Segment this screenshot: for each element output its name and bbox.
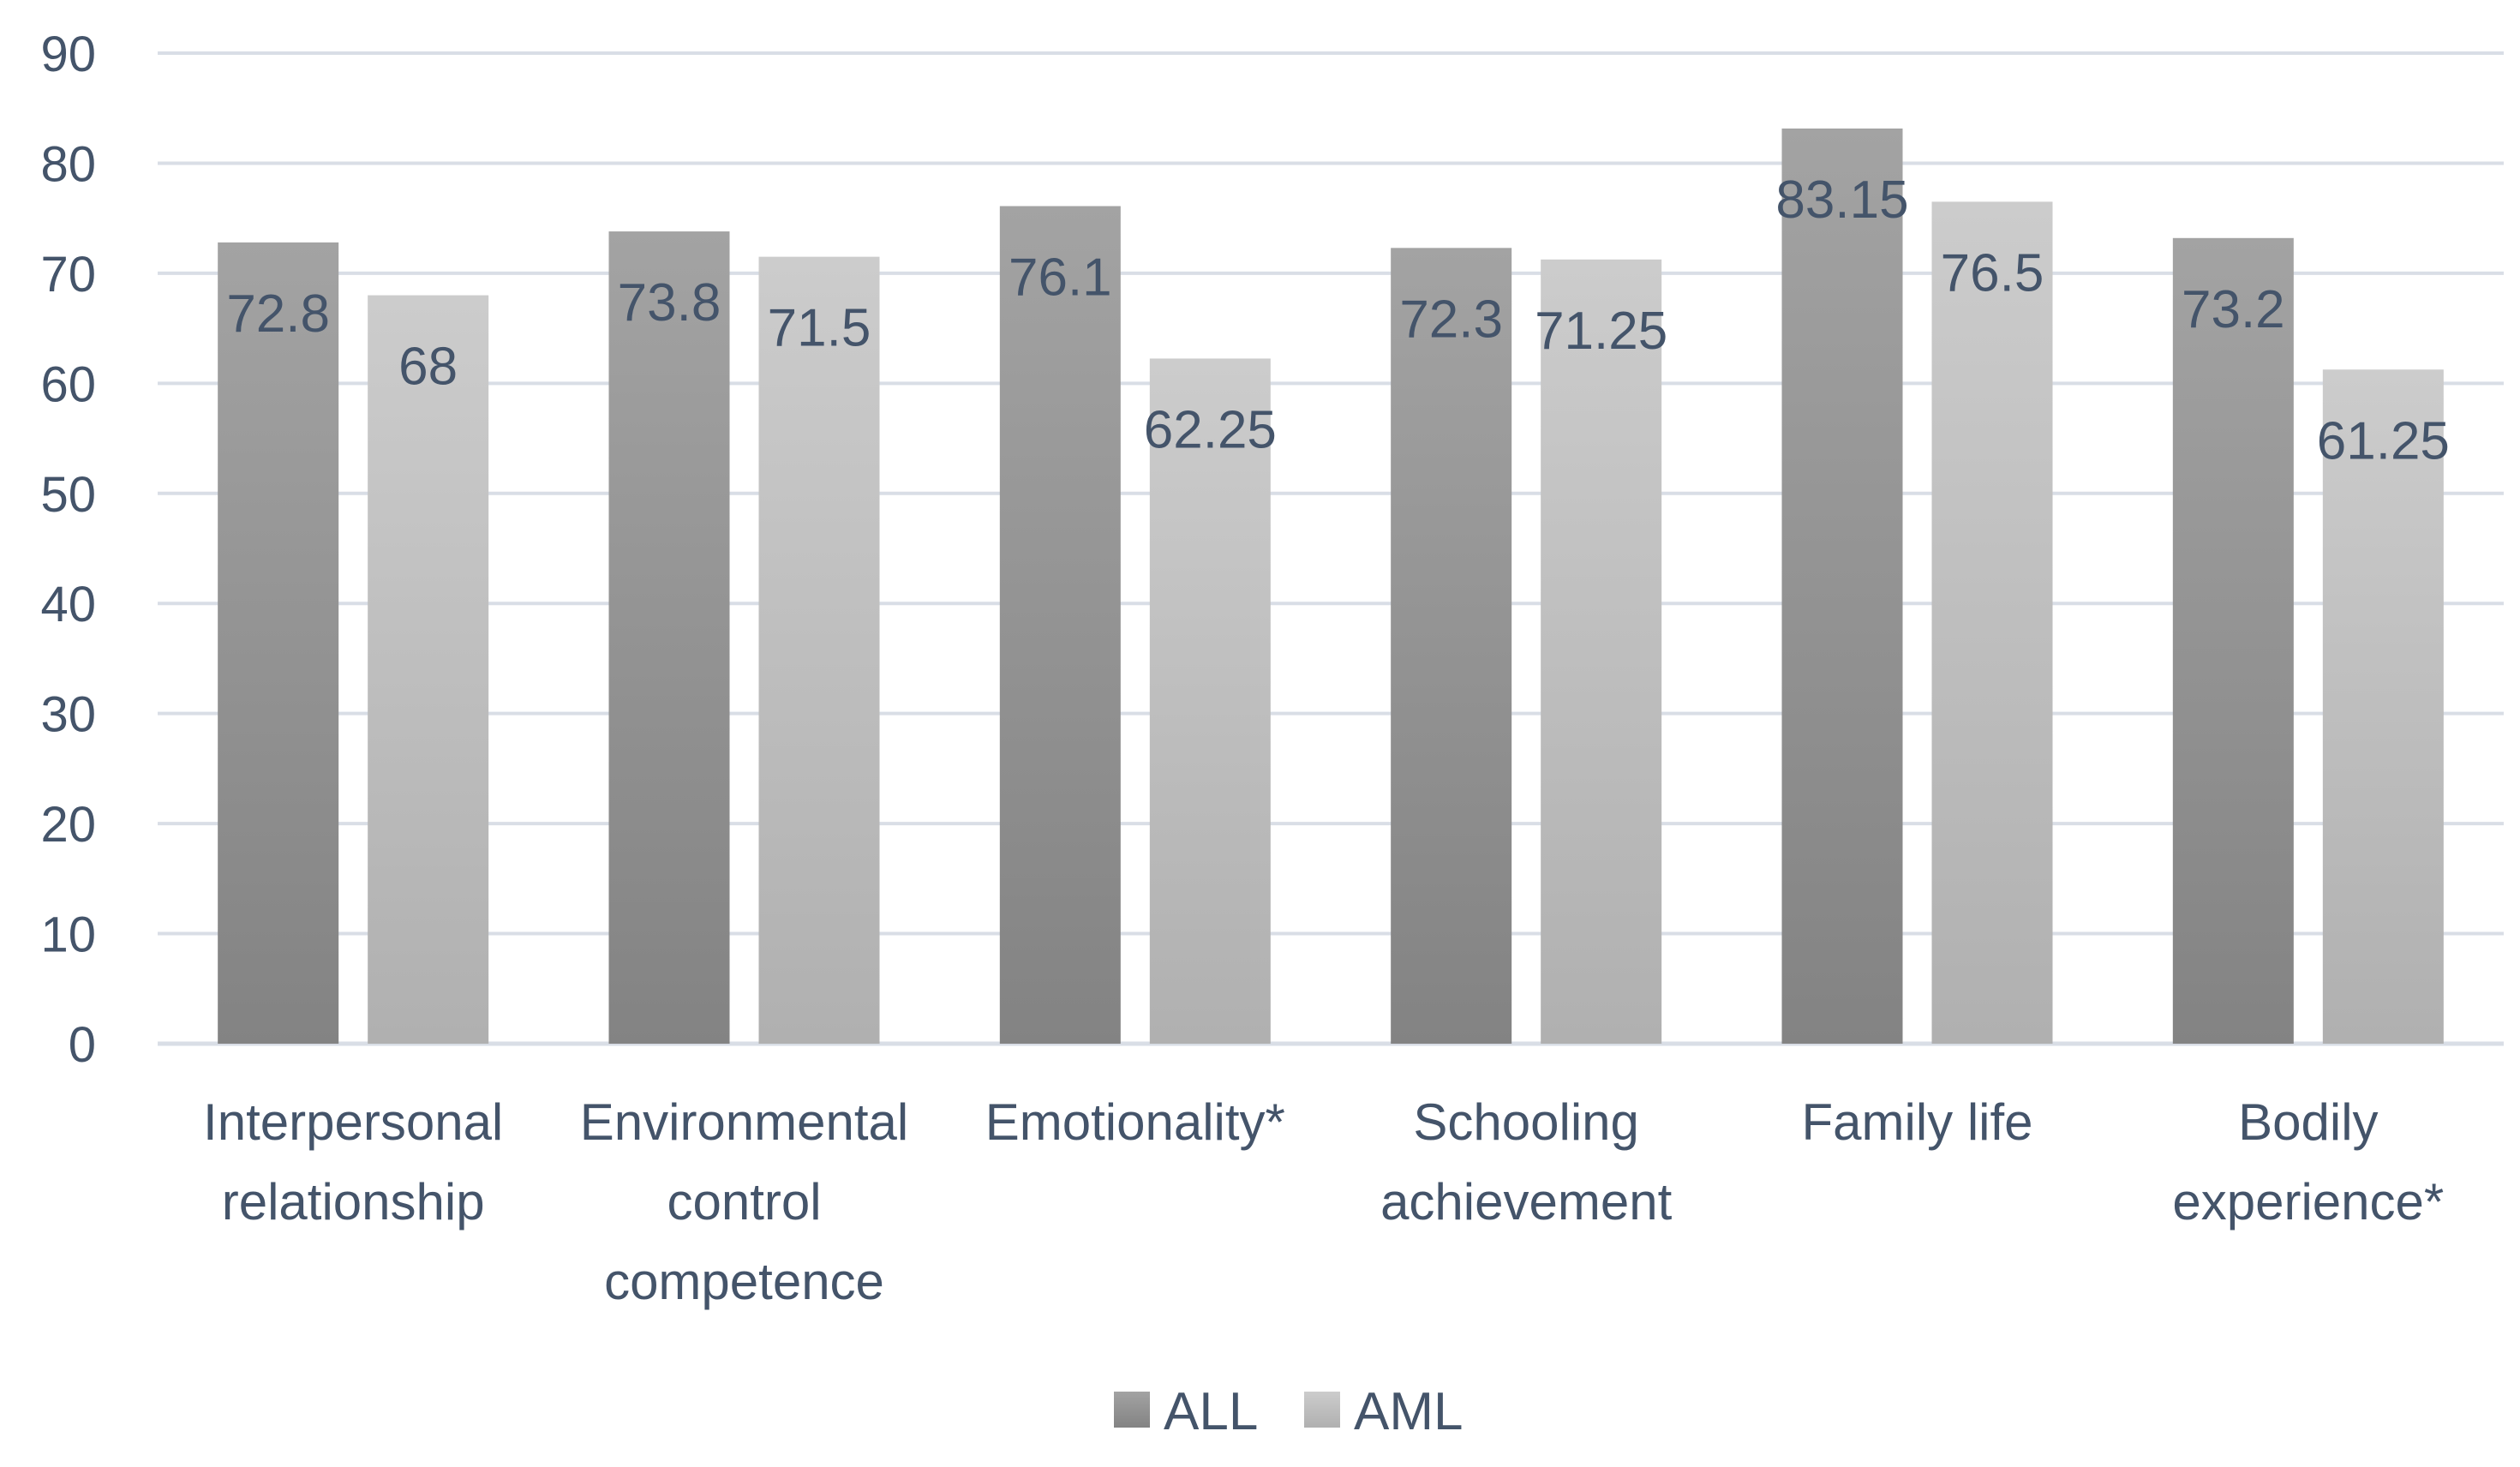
y-tick-label-60: 60 — [40, 356, 96, 412]
x-category-label-1: Environmental control competence — [580, 1093, 909, 1310]
y-tick-label-80: 80 — [40, 136, 96, 192]
gridlines — [158, 51, 2504, 1046]
legend-label-all: ALL — [1164, 1382, 1258, 1441]
data-label-aml-0: 68 — [398, 338, 458, 397]
x-category-label-4: Family life — [1801, 1093, 2032, 1151]
data-label-all-2: 76.1 — [1009, 248, 1112, 308]
data-label-aml-2: 62.25 — [1144, 400, 1277, 459]
y-tick-label-90: 90 — [40, 27, 96, 82]
data-labels: 72.8 68 73.8 71.5 76.1 62.25 72.3 71.25 83.15 76.… — [226, 171, 2450, 470]
bar-aml-4 — [1931, 201, 2053, 1044]
y-axis-ticks: 0 10 20 30 40 50 60 70 80 90 — [40, 27, 96, 1073]
bar-all-0 — [218, 242, 339, 1044]
bar-aml-1 — [758, 256, 880, 1045]
data-label-aml-5: 61.25 — [2317, 411, 2450, 470]
bar-aml-3 — [1541, 259, 1662, 1044]
data-label-aml-1: 71.5 — [768, 299, 871, 358]
bar-all-4 — [1781, 128, 1903, 1044]
legend-swatch-all — [1114, 1392, 1150, 1428]
data-label-all-1: 73.8 — [618, 273, 721, 332]
x-category-label-3: Schooling achievement — [1380, 1093, 1673, 1230]
y-tick-label-50: 50 — [40, 467, 96, 523]
data-label-all-4: 83.15 — [1775, 171, 1908, 230]
data-label-all-0: 72.8 — [226, 284, 330, 344]
data-label-aml-3: 71.25 — [1535, 302, 1667, 361]
x-category-label-2: Emotionality* — [985, 1093, 1285, 1151]
y-tick-label-0: 0 — [69, 1017, 96, 1073]
y-tick-label-10: 10 — [40, 907, 96, 963]
y-tick-label-40: 40 — [40, 577, 96, 632]
bars — [218, 128, 2444, 1045]
bar-aml-2 — [1149, 358, 1271, 1044]
y-tick-label-70: 70 — [40, 247, 96, 302]
x-category-label-5: Bodily experience* — [2172, 1093, 2444, 1230]
bar-all-5 — [2172, 237, 2294, 1045]
data-label-all-3: 72.3 — [1399, 290, 1503, 349]
legend-label-aml: AML — [1354, 1382, 1463, 1441]
y-tick-label-30: 30 — [40, 687, 96, 743]
bar-aml-0 — [368, 295, 489, 1045]
y-tick-label-20: 20 — [40, 797, 96, 853]
data-label-aml-4: 76.5 — [1941, 243, 2044, 302]
x-category-label-0: Interpersonal relationship — [203, 1093, 503, 1230]
bar-all-1 — [608, 231, 730, 1045]
legend: ALL AML — [1114, 1382, 1463, 1441]
x-axis-categories: Interpersonal relationship Environmental co… — [203, 1093, 2444, 1310]
bar-all-3 — [1391, 248, 1512, 1044]
data-label-all-5: 73.2 — [2182, 280, 2285, 339]
bar-aml-5 — [2322, 369, 2444, 1044]
legend-swatch-aml — [1304, 1392, 1340, 1428]
bar-all-2 — [999, 206, 1121, 1044]
